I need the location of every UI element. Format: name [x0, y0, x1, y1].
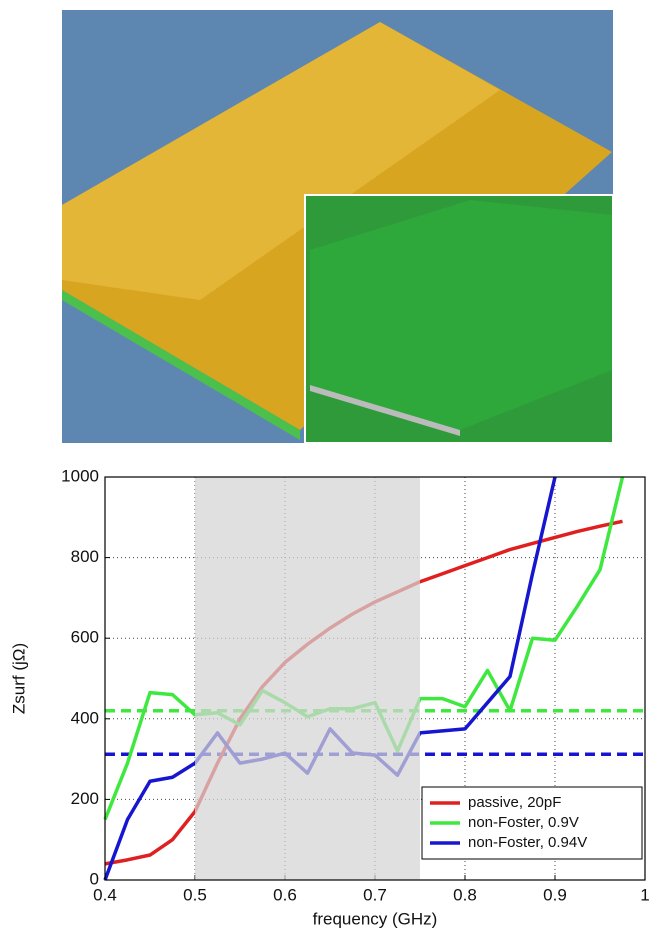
photo	[62, 10, 614, 444]
x-tick-label: 1	[640, 885, 649, 904]
legend-label: passive, 20pF	[468, 794, 561, 811]
x-tick-label: 0.5	[183, 885, 207, 904]
x-tick-label: 0.6	[273, 885, 297, 904]
board-edge	[62, 290, 300, 440]
green-board-edge	[310, 385, 460, 436]
green-board	[310, 200, 612, 430]
plot-frame	[104, 476, 646, 881]
highlight-region	[195, 477, 420, 880]
gold-highlight	[62, 22, 500, 300]
legend-label: non-Foster, 0.9V	[468, 814, 579, 831]
y-tick-label: 600	[71, 628, 99, 647]
y-tick-label: 200	[71, 789, 99, 808]
x-tick-label: 0.4	[93, 885, 117, 904]
x-tick-label: 0.9	[543, 885, 567, 904]
y-tick-label: 0	[90, 869, 99, 888]
x-tick-label: 0.8	[453, 885, 477, 904]
y-axis-label: Zsurf (jΩ)	[9, 643, 28, 714]
legend-label: non-Foster, 0.94V	[468, 834, 587, 851]
y-tick-label: 800	[71, 547, 99, 566]
y-tick-label: 400	[71, 708, 99, 727]
y-tick-label: 1000	[61, 466, 99, 485]
x-tick-label: 0.7	[363, 885, 387, 904]
legend: passive, 20pF non-Foster, 0.9V non-Foster,…	[421, 786, 643, 860]
x-axis-label: frequency (GHz)	[313, 909, 438, 928]
